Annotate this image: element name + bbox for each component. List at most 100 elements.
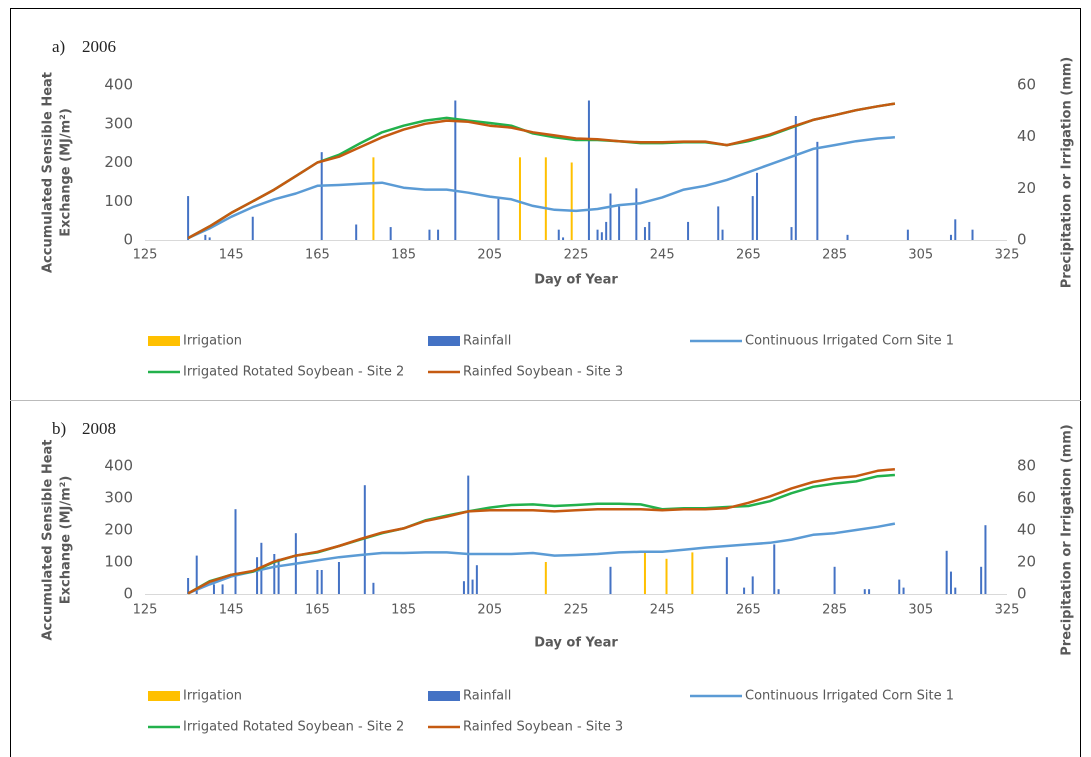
bar (648, 221, 651, 240)
legend-label: Irrigated Rotated Soybean - Site 2 (183, 720, 404, 735)
bar (437, 229, 440, 240)
bar (751, 576, 754, 594)
y-tick-label: 300 (104, 114, 133, 132)
bar (751, 196, 754, 240)
x-axis-title: Day of Year (534, 636, 618, 651)
panel-title: 2008 (82, 419, 116, 438)
y-axis-title: Exchange (MJ/m²) (59, 476, 74, 605)
y2-tick-label: 60 (1017, 489, 1036, 507)
bar (372, 582, 375, 594)
bar (605, 221, 608, 240)
bar (868, 589, 871, 594)
bar (212, 584, 215, 594)
x-tick-label: 205 (477, 603, 502, 618)
y-tick-label: 100 (104, 553, 133, 571)
x-tick-label: 145 (219, 603, 244, 618)
bar (643, 552, 646, 594)
bar (609, 193, 612, 240)
y2-tick-label: 20 (1017, 553, 1036, 571)
x-tick-label: 185 (391, 603, 416, 618)
x-tick-label: 145 (219, 248, 244, 263)
bar (428, 229, 431, 240)
bar (643, 227, 646, 240)
legend-swatch (148, 691, 180, 701)
legend-label: Rainfall (463, 334, 511, 349)
legend-swatch (148, 336, 180, 346)
bar (980, 566, 983, 594)
bar (475, 565, 478, 594)
outer-border (10, 8, 1081, 757)
x-tick-label: 205 (477, 248, 502, 263)
y-tick-label: 200 (104, 153, 133, 171)
x-tick-label: 285 (822, 248, 847, 263)
bar (462, 581, 465, 594)
bar (790, 227, 793, 240)
bar (316, 570, 319, 594)
bar (195, 555, 198, 594)
bar (471, 579, 474, 594)
bar (204, 234, 207, 240)
bar (221, 584, 224, 594)
legend-label: Rainfall (463, 689, 511, 704)
bar (665, 558, 668, 594)
x-tick-label: 185 (391, 248, 416, 263)
y-tick-label: 0 (123, 231, 133, 249)
bar (846, 234, 849, 240)
x-tick-label: 305 (908, 603, 933, 618)
bar (949, 571, 952, 594)
bar (954, 219, 957, 240)
bar (372, 157, 375, 240)
bar (337, 562, 340, 594)
bar (256, 557, 259, 594)
bar (454, 100, 457, 240)
bar (949, 234, 952, 240)
bar (833, 566, 836, 594)
bar (273, 554, 276, 594)
bar (187, 196, 190, 240)
legend-label: Continuous Irrigated Corn Site 1 (745, 334, 954, 349)
bar (320, 570, 323, 594)
bar (600, 232, 603, 240)
bar (208, 237, 211, 240)
bar (721, 229, 724, 240)
bar (906, 229, 909, 240)
bar (794, 116, 797, 240)
x-tick-label: 245 (650, 603, 675, 618)
bar (898, 579, 901, 594)
y2-tick-label: 60 (1017, 76, 1036, 94)
y-tick-label: 400 (104, 76, 133, 94)
y-tick-label: 300 (104, 489, 133, 507)
y-axis-title: Exchange (MJ/m²) (59, 108, 74, 237)
bar (777, 589, 780, 594)
x-tick-label: 305 (908, 248, 933, 263)
x-tick-label: 165 (305, 603, 330, 618)
line-series (187, 102, 896, 240)
y-axis-title: Accumulated Sensible Heat (41, 439, 56, 640)
legend-label: Rainfed Soybean - Site 3 (463, 720, 623, 735)
line-series (187, 136, 895, 240)
line-series (187, 102, 896, 240)
y-tick-label: 100 (104, 192, 133, 210)
y2-tick-label: 40 (1017, 521, 1036, 539)
bar (945, 550, 948, 594)
x-tick-label: 225 (564, 248, 589, 263)
legend-label: Rainfed Soybean - Site 3 (463, 365, 623, 380)
line-series (187, 467, 896, 595)
x-tick-label: 325 (995, 603, 1020, 618)
bar (816, 141, 819, 240)
bar (234, 509, 237, 594)
x-tick-label: 245 (650, 248, 675, 263)
bar (687, 221, 690, 240)
legend-label: Irrigation (183, 334, 242, 349)
bar (251, 216, 254, 240)
bar (618, 206, 621, 240)
bar (717, 206, 720, 240)
line-series (187, 473, 895, 595)
bar (971, 229, 974, 240)
x-tick-label: 265 (736, 248, 761, 263)
y2-tick-label: 0 (1017, 585, 1027, 603)
x-tick-label: 285 (822, 603, 847, 618)
bar (902, 587, 905, 594)
bar (570, 162, 573, 240)
